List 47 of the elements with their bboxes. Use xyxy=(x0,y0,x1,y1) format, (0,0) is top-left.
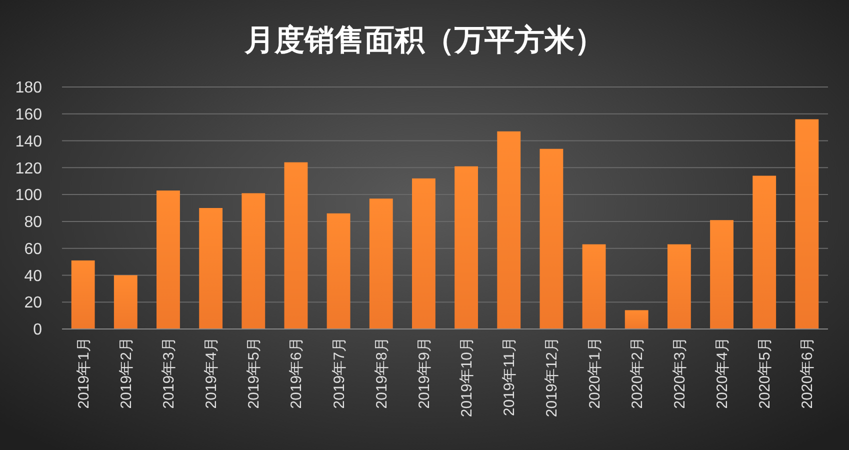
x-tick-label: 2019年2月 xyxy=(118,337,135,409)
chart-title: 月度销售面积（万平方米） xyxy=(244,23,604,58)
bar xyxy=(199,208,223,329)
x-tick-label: 2019年12月 xyxy=(544,337,561,418)
bar xyxy=(242,193,266,329)
bar xyxy=(795,119,819,329)
bar xyxy=(497,131,521,329)
bar xyxy=(156,190,180,329)
bar xyxy=(454,166,478,329)
y-tick-label: 180 xyxy=(15,80,42,97)
x-tick-label: 2019年3月 xyxy=(160,337,178,409)
y-tick-label: 120 xyxy=(15,160,42,178)
bar xyxy=(582,244,606,329)
bar xyxy=(71,260,95,329)
y-tick-label: 60 xyxy=(24,240,42,258)
y-tick-label: 80 xyxy=(24,214,42,232)
x-tick-label: 2020年5月 xyxy=(756,337,774,409)
y-tick-label: 0 xyxy=(33,322,42,339)
bar xyxy=(624,310,648,329)
x-tick-label: 2020年3月 xyxy=(671,337,688,409)
x-tick-label: 2019年9月 xyxy=(416,337,433,409)
y-tick-label: 20 xyxy=(24,294,42,312)
x-tick-label: 2019年4月 xyxy=(203,337,220,409)
x-tick-label: 2019年11月 xyxy=(501,337,518,416)
bar xyxy=(326,213,350,329)
bar xyxy=(412,178,436,329)
x-tick-label: 2020年2月 xyxy=(628,337,646,409)
x-tick-label: 2019年7月 xyxy=(330,337,348,409)
x-tick-label: 2020年4月 xyxy=(714,337,732,409)
x-tick-label: 2019年8月 xyxy=(373,337,390,409)
y-tick-label: 40 xyxy=(24,268,42,285)
y-tick-label: 160 xyxy=(15,106,42,124)
x-tick-label: 2019年6月 xyxy=(288,337,306,409)
bar xyxy=(284,162,308,329)
x-tick-label: 2020年1月 xyxy=(586,337,604,409)
y-tick-label: 100 xyxy=(15,187,42,204)
bar xyxy=(369,198,393,329)
y-tick-label: 140 xyxy=(15,133,42,150)
x-tick-label: 2020年6月 xyxy=(799,337,816,409)
bar xyxy=(667,244,691,329)
x-tick-label: 2019年10月 xyxy=(458,337,476,418)
x-tick-label: 2019年5月 xyxy=(246,337,263,409)
bar xyxy=(114,275,138,329)
bar xyxy=(540,148,564,329)
bar xyxy=(752,176,776,329)
x-tick-label: 2019年1月 xyxy=(75,337,92,409)
bar xyxy=(710,220,734,329)
